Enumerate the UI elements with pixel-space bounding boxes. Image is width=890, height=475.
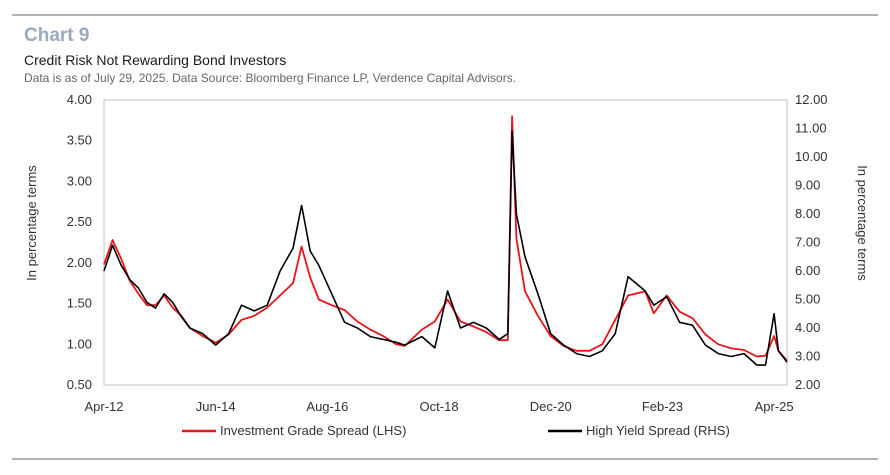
right-tick-label: 5.00 (795, 292, 820, 307)
chart-axes: 4.00 3.50 3.00 2.50 2.00 1.50 1.00 0.50 12.00 11.… (67, 92, 828, 414)
chart-title: Credit Risk Not Rewarding Bond Investors (24, 52, 287, 68)
high-yield-series-line (103, 130, 788, 366)
left-tick-label: 1.00 (67, 336, 92, 351)
plot-frame (103, 99, 788, 386)
left-tick-label: 2.00 (67, 255, 92, 270)
chart-number-label: Chart 9 (24, 25, 90, 46)
left-tick-label: 3.50 (67, 133, 92, 148)
bottom-rule (12, 458, 878, 460)
x-tick-label: Feb-23 (642, 399, 683, 414)
left-tick-label: 1.50 (67, 296, 92, 311)
right-axis-title: In percentage terms (855, 165, 870, 281)
left-tick-label: 4.00 (67, 92, 92, 107)
x-tick-label: Aug-16 (306, 399, 348, 414)
data-source-note: Data is as of July 29, 2025. Data Source… (24, 71, 517, 85)
right-tick-label: 11.00 (795, 121, 827, 136)
x-tick-label: Jun-14 (196, 399, 236, 414)
top-rule (12, 14, 878, 16)
x-tick-label: Dec-20 (530, 399, 572, 414)
x-tick-label: Oct-18 (420, 399, 459, 414)
right-tick-label: 4.00 (795, 320, 820, 335)
left-tick-label: 3.00 (67, 173, 92, 188)
x-tick-label: Apr-12 (84, 399, 123, 414)
series-layer (103, 115, 788, 366)
x-tick-label: Apr-25 (755, 399, 794, 414)
right-tick-label: 3.00 (795, 349, 820, 364)
right-tick-label: 7.00 (795, 235, 820, 250)
right-tick-label: 12.00 (795, 92, 828, 107)
legend-label-high-yield: High Yield Spread (RHS) (586, 423, 730, 438)
legend-label-investment-grade: Investment Grade Spread (LHS) (220, 423, 406, 438)
chart-legend: Investment Grade Spread (LHS) High Yield… (182, 423, 730, 438)
right-tick-label: 8.00 (795, 206, 820, 221)
right-tick-label: 6.00 (795, 263, 820, 278)
right-tick-label: 9.00 (795, 178, 820, 193)
left-tick-label: 0.50 (67, 377, 92, 392)
left-tick-label: 2.50 (67, 214, 92, 229)
left-axis-title: In percentage terms (24, 165, 39, 281)
right-tick-label: 10.00 (795, 149, 828, 164)
right-tick-label: 2.00 (795, 377, 820, 392)
